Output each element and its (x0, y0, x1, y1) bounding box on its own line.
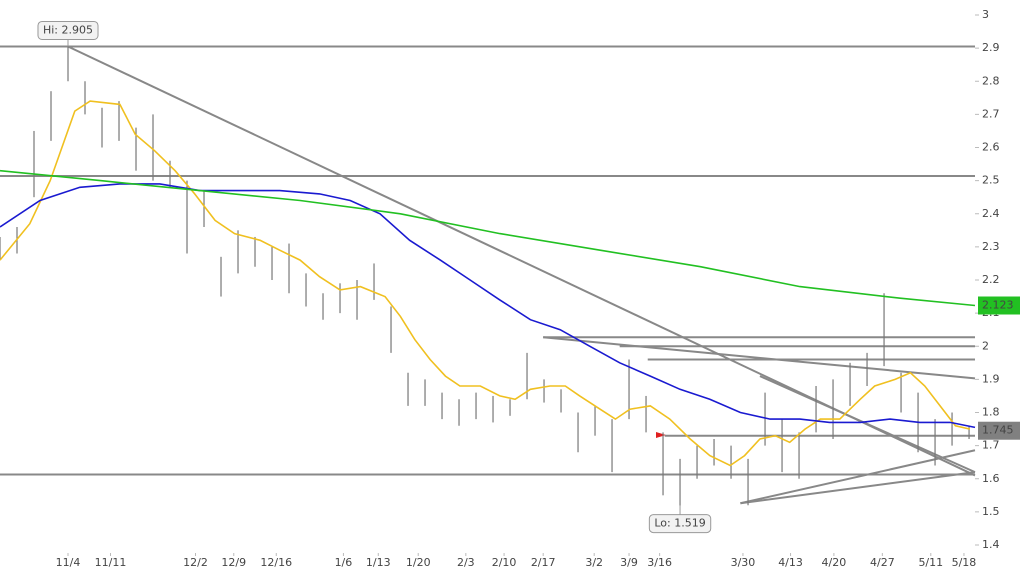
y-tick-label: 2.6 (982, 141, 1000, 154)
annotation-label: Hi: 2.905 (43, 23, 93, 36)
x-tick-label: 2/10 (492, 556, 517, 569)
annotation: Hi: 2.905 (37, 20, 99, 47)
y-tick-label: 2.8 (982, 74, 1000, 87)
y-tick-label: 1.4 (982, 538, 1000, 551)
annotation-label: Lo: 1.519 (654, 517, 705, 530)
x-tick-label: 2/17 (531, 556, 556, 569)
x-tick-label: 2/3 (457, 556, 475, 569)
y-tick-label: 2 (982, 339, 989, 352)
y-tick-label: 2.4 (982, 207, 1000, 220)
y-tick-label: 2.7 (982, 107, 1000, 120)
x-tick-label: 1/13 (366, 556, 391, 569)
trend-line (740, 449, 976, 505)
annotation: Lo: 1.519 (648, 505, 712, 534)
x-tick-label: 12/16 (260, 556, 292, 569)
x-tick-label: 4/27 (870, 556, 895, 569)
x-tick-label: 3/30 (731, 556, 756, 569)
marker-arrow (656, 432, 666, 438)
price-tag (978, 421, 1020, 440)
x-tick-label: 1/20 (406, 556, 431, 569)
y-tick-label: 2.9 (982, 41, 1000, 54)
y-tick-label: 1.6 (982, 472, 1000, 485)
y-tick-label: 2.2 (982, 273, 1000, 286)
x-tick-label: 3/2 (585, 556, 603, 569)
x-tick-label: 11/4 (56, 556, 81, 569)
x-tick-label: 3/16 (647, 556, 672, 569)
y-tick-label: 1.9 (982, 372, 1000, 385)
x-tick-label: 12/9 (221, 556, 246, 569)
x-tick-label: 5/18 (952, 556, 977, 569)
x-tick-label: 1/6 (335, 556, 353, 569)
moving-average-line (0, 169, 976, 307)
y-tick-label: 1.7 (982, 439, 1000, 452)
x-tick-label: 4/13 (778, 556, 803, 569)
price-tag-label: 1.745 (982, 424, 1014, 437)
price-tag-label: 2.123 (982, 299, 1014, 312)
trend-line (543, 336, 976, 380)
price-tag (978, 296, 1020, 315)
y-tick-label: 1.8 (982, 406, 1000, 419)
trend-line (759, 375, 976, 474)
x-tick-label: 4/20 (822, 556, 847, 569)
x-tick-label: 11/11 (95, 556, 127, 569)
y-tick-label: 2.5 (982, 174, 1000, 187)
y-tick-label: 1.5 (982, 505, 1000, 518)
y-tick-label: 3 (982, 8, 989, 21)
x-tick-label: 3/9 (620, 556, 638, 569)
trend-line (740, 471, 976, 505)
x-tick-label: 5/11 (918, 556, 943, 569)
x-tick-label: 12/2 (183, 556, 208, 569)
y-tick-label: 2.3 (982, 240, 1000, 253)
